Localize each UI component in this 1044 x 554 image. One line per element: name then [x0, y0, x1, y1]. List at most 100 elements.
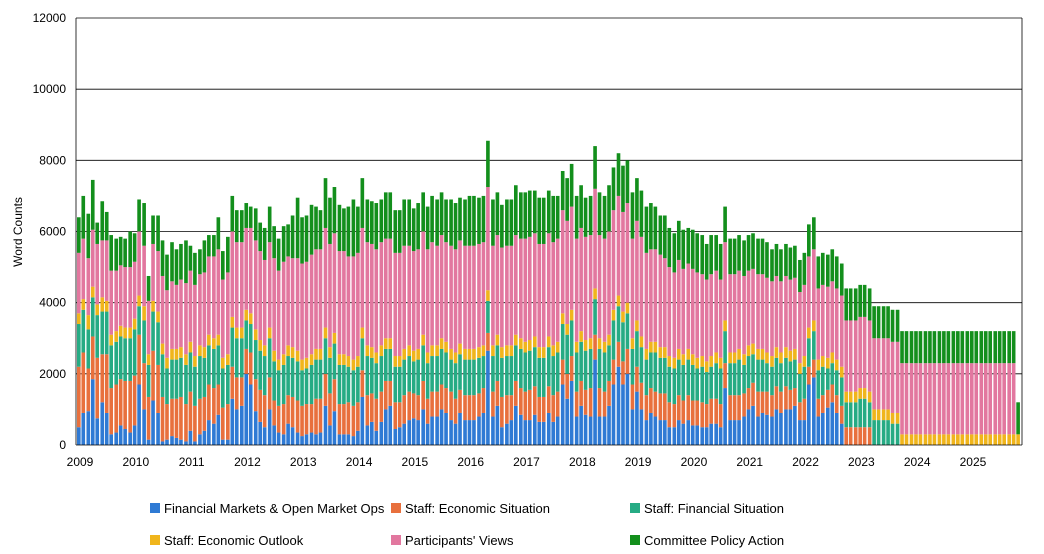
bar-segment-series-4 — [397, 252, 402, 357]
bar-segment-series-1 — [602, 391, 607, 417]
bar-segment-series-2 — [230, 327, 235, 367]
bar-segment-series-4 — [816, 288, 821, 360]
bar-segment-series-5 — [248, 206, 253, 228]
bar-segment-series-1 — [574, 391, 579, 417]
bar-segment-series-3 — [458, 343, 462, 355]
bar-segment-series-5 — [765, 242, 769, 278]
bar-segment-series-3 — [928, 434, 932, 445]
bar-segment-series-2 — [435, 356, 439, 392]
bar-segment-series-0 — [621, 384, 625, 445]
bar-segment-series-2 — [756, 359, 760, 392]
bar-segment-series-4 — [425, 249, 430, 353]
bar-segment-series-1 — [737, 395, 741, 421]
bar-segment-series-0 — [495, 405, 500, 445]
bar-segment-series-1 — [188, 391, 193, 431]
bar-segment-series-4 — [616, 195, 621, 296]
bar-segment-series-5 — [784, 243, 788, 276]
bar-segment-series-3 — [179, 347, 183, 358]
bar-segment-series-4 — [704, 279, 709, 362]
bar-segment-series-4 — [146, 300, 151, 355]
bar-segment-series-5 — [904, 331, 909, 364]
bar-segment-series-5 — [560, 171, 565, 211]
bar-segment-series-0 — [90, 379, 95, 445]
bar-segment-series-3 — [779, 352, 783, 364]
bar-segment-series-3 — [616, 295, 621, 307]
y-tick-label: 2000 — [39, 367, 66, 381]
bar-segment-series-5 — [212, 235, 216, 257]
bar-segment-series-3 — [351, 359, 356, 371]
bar-segment-series-3 — [467, 348, 472, 360]
bar-segment-series-3 — [402, 348, 407, 360]
bar-segment-series-1 — [276, 405, 281, 433]
bar-segment-series-4 — [309, 254, 314, 355]
bar-segment-series-1 — [453, 398, 458, 424]
bar-segment-series-0 — [253, 411, 258, 445]
bar-segment-series-1 — [328, 393, 332, 426]
bar-segment-series-3 — [788, 350, 793, 362]
bar-segment-series-2 — [788, 361, 793, 390]
bar-segment-series-2 — [407, 356, 412, 392]
bar-segment-series-1 — [332, 379, 337, 412]
bar-segment-series-5 — [876, 306, 881, 339]
bar-segment-series-1 — [625, 348, 630, 374]
bar-segment-series-1 — [672, 404, 677, 428]
bar-segment-series-3 — [1016, 434, 1020, 445]
bar-segment-series-5 — [583, 197, 588, 237]
bar-segment-series-3 — [765, 352, 769, 364]
bar-segment-series-4 — [383, 238, 388, 339]
bar-segment-series-0 — [583, 414, 588, 445]
bar-segment-series-3 — [816, 359, 821, 371]
bar-segment-series-3 — [86, 315, 91, 330]
bar-segment-series-3 — [676, 348, 681, 360]
bar-segment-series-3 — [388, 338, 393, 349]
bar-segment-series-0 — [649, 412, 653, 445]
bar-segment-series-1 — [267, 377, 272, 410]
bar-segment-series-0 — [77, 427, 81, 445]
bar-segment-series-0 — [290, 427, 295, 445]
bar-segment-series-3 — [723, 320, 727, 332]
bar-segment-series-3 — [560, 313, 565, 325]
bar-segment-series-2 — [216, 345, 221, 385]
bar-segment-series-4 — [216, 249, 221, 335]
bar-segment-series-0 — [226, 439, 230, 445]
bar-segment-series-4 — [663, 258, 667, 348]
bar-segment-series-2 — [165, 368, 169, 405]
bar-segment-series-0 — [248, 384, 253, 445]
bar-segment-series-1 — [407, 391, 412, 421]
x-tick-label: 2014 — [346, 455, 373, 469]
bar-segment-series-5 — [495, 192, 500, 236]
bar-segment-series-2 — [379, 356, 384, 392]
bar-segment-series-3 — [969, 434, 974, 445]
bar-segment-series-4 — [872, 338, 876, 410]
bar-segment-series-5 — [100, 201, 105, 241]
bar-segment-series-4 — [909, 363, 914, 435]
bar-segment-series-2 — [555, 352, 560, 392]
bar-segment-series-0 — [212, 423, 216, 445]
bar-segment-series-1 — [714, 398, 718, 424]
bar-segment-series-2 — [239, 338, 244, 378]
bar-segment-series-1 — [393, 402, 398, 429]
bar-segment-series-2 — [658, 357, 663, 394]
bar-segment-series-5 — [667, 227, 672, 268]
bar-segment-series-1 — [444, 388, 448, 413]
bar-segment-series-0 — [95, 418, 100, 445]
bar-segment-series-2 — [774, 357, 779, 387]
bar-segment-series-0 — [379, 421, 384, 445]
bar-segment-series-1 — [170, 398, 174, 437]
bar-segment-series-0 — [816, 416, 821, 445]
bar-segment-series-5 — [314, 206, 318, 250]
bar-segment-series-0 — [555, 416, 560, 445]
bar-segment-series-5 — [597, 192, 602, 236]
bar-segment-series-4 — [314, 249, 318, 349]
legend-swatch — [391, 535, 401, 545]
bar-segment-series-0 — [156, 412, 160, 445]
bar-segment-series-3 — [262, 345, 267, 357]
bar-segment-series-1 — [751, 382, 755, 406]
bar-segment-series-1 — [765, 391, 769, 415]
bar-segment-series-5 — [491, 199, 495, 246]
bar-segment-series-0 — [230, 398, 235, 445]
bar-segment-series-3 — [491, 345, 495, 357]
bar-segment-series-5 — [760, 238, 765, 275]
bar-segment-series-5 — [732, 238, 737, 275]
bar-segment-series-2 — [607, 345, 611, 381]
